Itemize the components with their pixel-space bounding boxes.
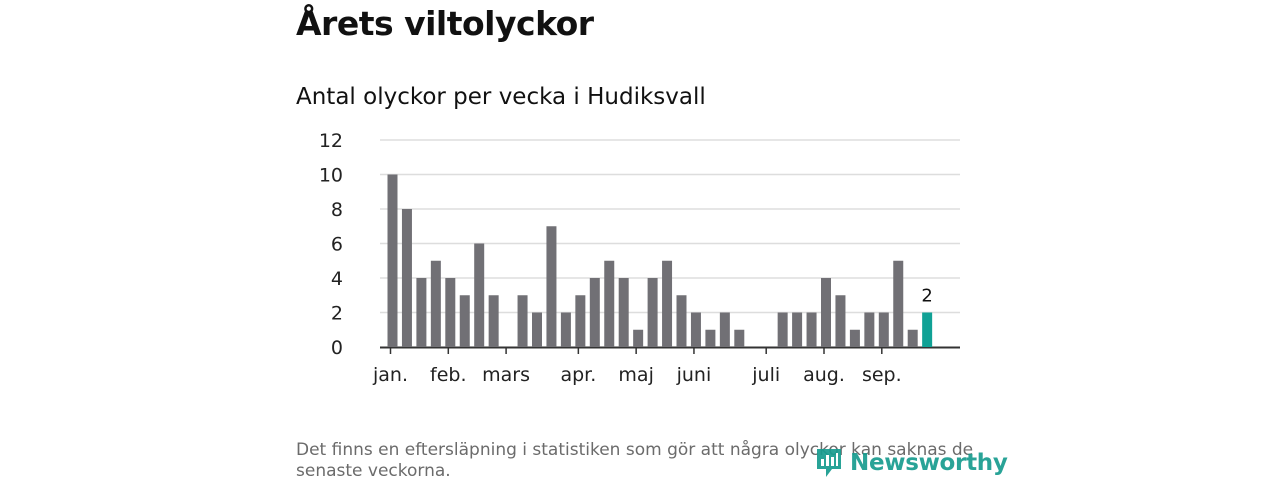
y-tick-label: 10	[319, 165, 343, 187]
x-tick-label: juni	[676, 364, 712, 386]
bar	[647, 278, 658, 347]
x-tick-label: feb.	[430, 364, 466, 386]
bar	[575, 295, 586, 347]
data-label: 2	[921, 286, 932, 307]
x-tick-label: apr.	[560, 364, 596, 386]
x-tick-label: aug.	[803, 364, 845, 386]
y-tick-label: 6	[331, 234, 343, 256]
bar	[849, 329, 860, 347]
bar	[459, 295, 470, 347]
newsworthy-logo-icon	[817, 449, 841, 477]
x-tick-label: juli	[751, 364, 780, 386]
x-tick-label: maj	[618, 364, 653, 386]
y-tick-label: 8	[331, 199, 343, 221]
bar	[589, 278, 600, 347]
bar	[401, 209, 412, 347]
bar	[719, 312, 730, 347]
bar	[546, 226, 557, 347]
bar	[387, 174, 398, 347]
bar	[878, 312, 889, 347]
chart-title: Antal olyckor per vecka i Hudiksvall	[296, 84, 706, 110]
bar	[893, 260, 904, 347]
bar	[864, 312, 875, 347]
bar	[633, 329, 644, 347]
newsworthy-logo-text: Newsworthy	[850, 450, 1008, 476]
bar	[532, 312, 542, 347]
bar	[430, 260, 441, 347]
footnote: Det finns en eftersläpning i statistiken…	[296, 440, 974, 481]
y-tick-label: 0	[331, 337, 343, 359]
bar	[705, 329, 716, 347]
y-tick-label: 12	[319, 130, 343, 152]
bar	[474, 243, 485, 347]
bar	[907, 329, 918, 347]
bar	[560, 312, 571, 347]
bar	[806, 312, 817, 347]
y-tick-label: 2	[331, 303, 343, 325]
y-tick-label: 4	[331, 268, 343, 290]
bar	[445, 278, 456, 347]
bar	[517, 295, 528, 347]
bar	[792, 312, 803, 347]
bar	[416, 278, 427, 347]
bar	[690, 312, 701, 347]
bar	[922, 312, 933, 347]
x-tick-label: jan.	[372, 364, 408, 386]
bar	[488, 295, 499, 347]
newsworthy-logo[interactable]: Newsworthy	[814, 446, 1008, 480]
bar	[618, 278, 629, 347]
bar	[835, 295, 846, 347]
x-tick-label: mars	[482, 364, 530, 386]
page-title: Årets viltolyckor	[296, 4, 594, 43]
x-tick-label: sep.	[862, 364, 902, 386]
bar	[604, 260, 615, 347]
bar	[821, 278, 831, 347]
bar	[662, 260, 673, 347]
bar	[676, 295, 687, 347]
bar	[734, 329, 745, 347]
bar	[777, 312, 788, 347]
